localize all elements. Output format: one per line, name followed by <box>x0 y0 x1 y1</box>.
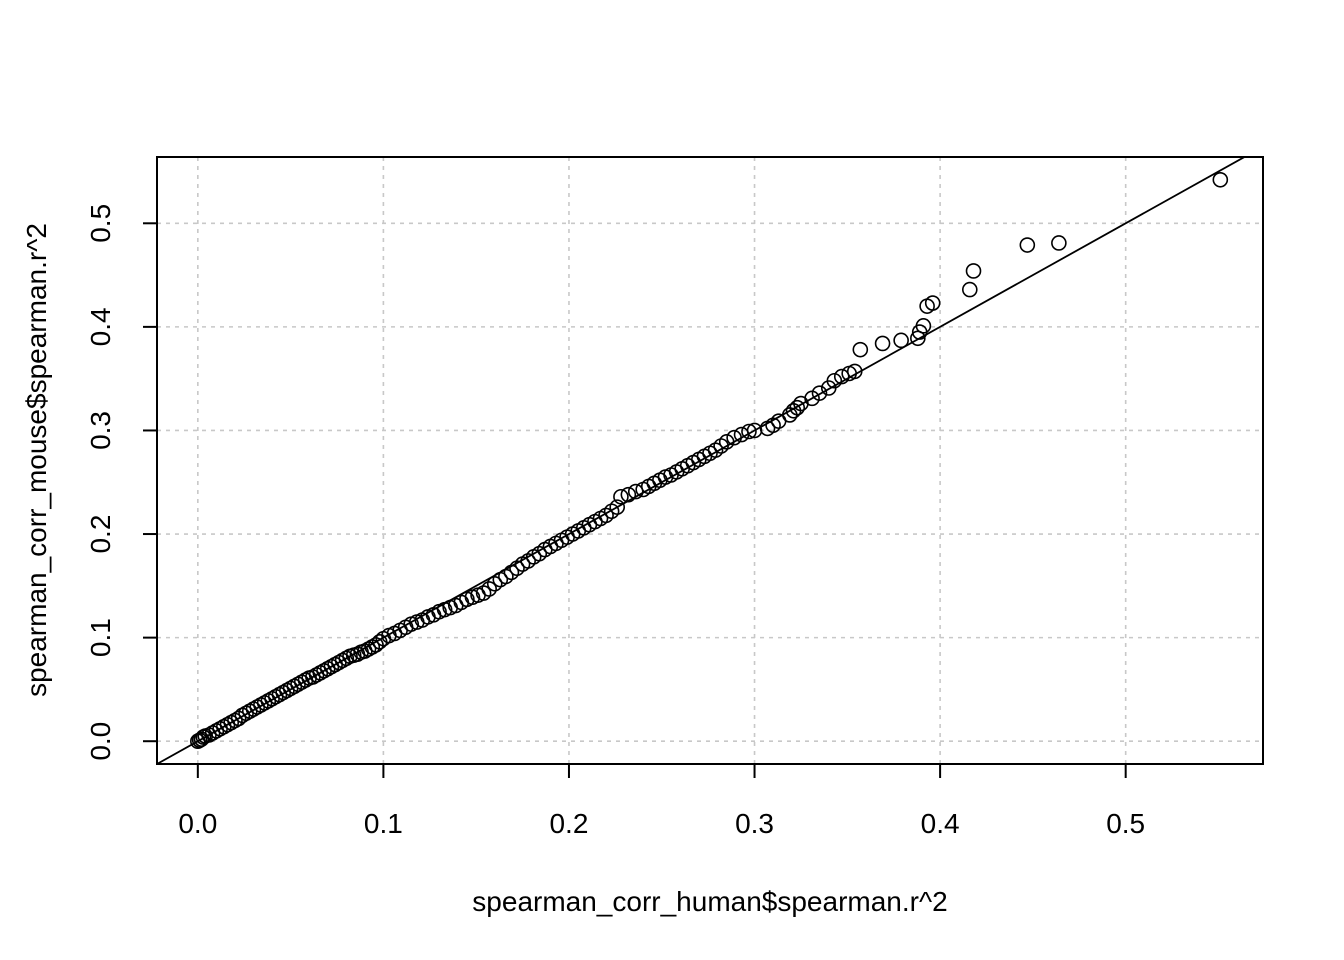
data-point <box>360 641 377 657</box>
data-point <box>223 714 240 731</box>
data-point <box>789 399 806 416</box>
data-points <box>190 171 1229 750</box>
data-point <box>811 385 828 401</box>
data-point <box>1051 235 1067 251</box>
data-point <box>613 488 629 505</box>
x-axis: 0.0 0.1 0.2 0.3 0.4 0.5 <box>178 763 1145 839</box>
data-point <box>893 332 909 349</box>
data-point <box>924 295 941 311</box>
data-point <box>961 281 978 298</box>
data-point <box>718 434 735 450</box>
y-tick-label: 0.3 <box>85 411 116 450</box>
data-point <box>965 263 982 279</box>
x-tick-label: 0.2 <box>549 808 588 839</box>
data-point <box>846 363 863 380</box>
data-point <box>609 499 626 515</box>
grid-lines <box>157 157 1263 764</box>
data-point <box>1019 237 1036 253</box>
y-axis-title: spearman_corr_mouse$spearman.r^2 <box>21 223 52 697</box>
y-tick-label: 0.5 <box>85 204 116 243</box>
data-point <box>826 372 843 389</box>
data-point <box>726 429 742 446</box>
data-point <box>874 335 891 352</box>
data-point <box>627 483 644 500</box>
y-axis: 0.0 0.1 0.2 0.3 0.4 0.5 <box>85 204 158 761</box>
data-point <box>481 581 497 597</box>
y-tick-label: 0.4 <box>85 307 116 346</box>
y-tick-label: 0.0 <box>85 722 116 761</box>
data-point <box>1212 171 1229 188</box>
x-tick-label: 0.0 <box>178 808 217 839</box>
x-tick-label: 0.4 <box>921 808 960 839</box>
x-tick-label: 0.1 <box>364 808 403 839</box>
data-point <box>852 341 869 358</box>
data-point <box>338 650 355 667</box>
x-tick-label: 0.5 <box>1106 808 1145 839</box>
y-tick-label: 0.2 <box>85 515 116 554</box>
x-tick-label: 0.3 <box>735 808 774 839</box>
data-point <box>620 486 637 503</box>
data-point <box>741 423 757 440</box>
data-point <box>915 318 932 334</box>
x-axis-title: spearman_corr_human$spearman.r^2 <box>472 886 947 917</box>
data-point <box>833 368 850 385</box>
y-tick-label: 0.1 <box>85 618 116 657</box>
